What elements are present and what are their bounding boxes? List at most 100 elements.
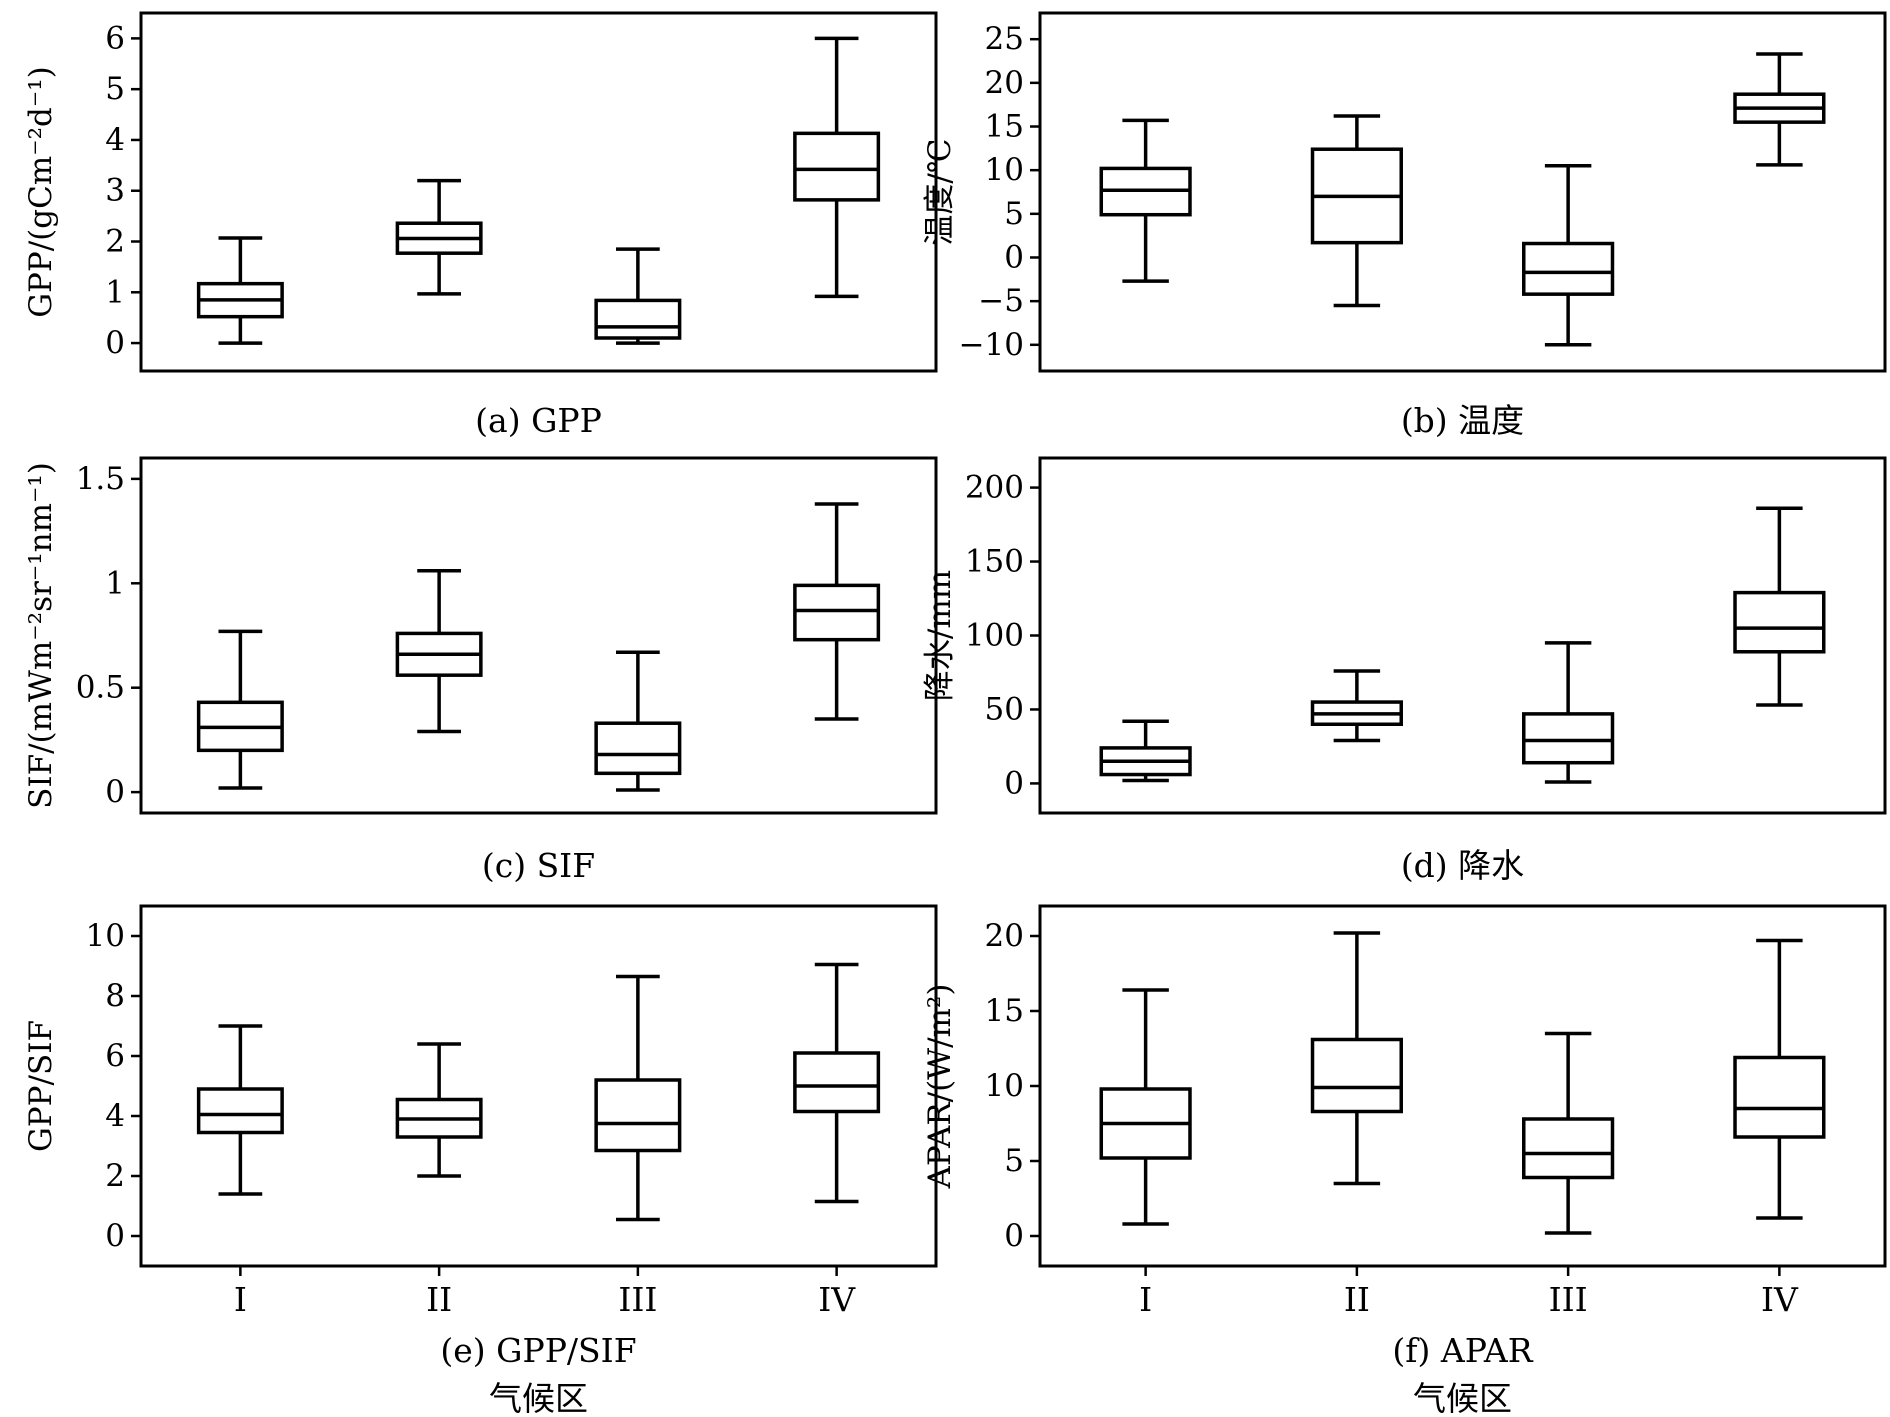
y-tick-label: 2 [105,224,125,260]
panel-caption: (f) APAR [1392,1331,1533,1370]
y-tick-label: 1 [105,565,125,601]
panel-caption: (c) SIF [482,846,595,885]
plot-frame [139,11,938,373]
y-tick-label: 3 [105,173,125,209]
box-I [1099,719,1192,783]
iqr-box [1522,241,1615,296]
panel-caption: (a) GPP [475,401,602,440]
x-tick-label: III [618,1280,657,1319]
y-tick-label: 6 [105,20,125,56]
y-tick-label: 0 [105,774,125,810]
y-tick-label: 10 [985,1068,1024,1104]
y-axis-label: GPP/SIF [23,1020,59,1152]
iqr-box [793,1051,881,1114]
box-II [1310,931,1403,1186]
panel-2: −10 −5 0 5 10 15 20 25 温度/℃ (b) 温度 [922,11,1887,440]
box-III [1522,1031,1615,1235]
box-I [196,236,284,345]
box-III [594,247,682,345]
y-tick-label: 25 [985,21,1024,57]
y-axis-label: 降水/mm [922,570,958,701]
iqr-box [1733,1055,1826,1139]
y-axis-label: APAR/(W/m²) [922,984,958,1190]
plot-frame [139,456,938,815]
panel-caption: (d) 降水 [1401,846,1524,885]
box-I [196,629,284,790]
y-tick-label: 50 [985,691,1024,727]
box-IV [793,962,881,1204]
y-tick-label: 5 [1004,196,1024,232]
y-tick-label: 15 [985,993,1024,1029]
y-tick-label: 0 [105,325,125,361]
y-tick-label: 5 [105,71,125,107]
panel-4: 0 50 100 150 200 降水/mm (d) 降水 [922,456,1887,885]
y-tick-label: 0 [1004,1218,1024,1254]
box-IV [1733,938,1826,1220]
x-tick-label: I [1139,1280,1152,1319]
iqr-box [1733,590,1826,654]
panel-caption: (e) GPP/SIF [440,1331,636,1370]
iqr-box [196,1087,284,1135]
box-IV [793,502,881,721]
y-axis-label: 温度/℃ [922,138,958,245]
box-IV [1733,506,1826,707]
box-I [1099,118,1192,283]
x-tick-label: II [426,1280,452,1319]
y-tick-label: 150 [965,544,1024,580]
iqr-box [793,583,881,642]
box-III [1522,164,1615,347]
box-II [395,178,483,296]
box-III [1522,641,1615,784]
x-tick-label: IV [818,1280,856,1319]
y-tick-label: 10 [86,918,125,954]
y-tick-label: 2 [105,1158,125,1194]
x-axis-label: 气候区 [489,1379,588,1417]
box-III [594,974,682,1222]
panel-1: 0 1 2 3 4 5 6 GPP/(gCm⁻²d⁻¹) (a) GPP [23,11,938,440]
y-tick-label: 0 [1004,239,1024,275]
iqr-box [1522,1117,1615,1180]
box-I [1099,988,1192,1226]
iqr-box [793,131,881,202]
iqr-box [1522,712,1615,765]
y-tick-label: 0 [1004,765,1024,801]
y-tick-label: −5 [978,283,1024,319]
box-II [395,569,483,734]
plot-frame [139,904,938,1268]
y-tick-label: 4 [105,122,125,158]
box-III [594,650,682,792]
panel-3: 0 0.5 1 1.5 SIF/(mWm⁻²sr⁻¹nm⁻¹) (c) SIF [23,456,938,885]
box-I [196,1024,284,1196]
iqr-box [594,1078,682,1153]
y-tick-label: −10 [959,327,1024,363]
x-tick-label: II [1344,1280,1370,1319]
y-tick-label: 20 [985,65,1024,101]
y-tick-label: 100 [965,618,1024,654]
y-tick-label: 8 [105,978,125,1014]
box-IV [793,36,881,299]
box-II [1310,114,1403,308]
iqr-box [594,721,682,776]
y-tick-label: 10 [985,152,1024,188]
y-tick-label: 5 [1004,1143,1024,1179]
iqr-box [594,298,682,340]
y-tick-label: 1 [105,274,125,310]
x-axis-label: 气候区 [1413,1379,1512,1417]
x-tick-label: III [1549,1280,1588,1319]
y-axis-label: SIF/(mWm⁻²sr⁻¹nm⁻¹) [23,462,59,809]
box-II [395,1042,483,1178]
box-IV [1733,52,1826,167]
y-tick-label: 20 [985,918,1024,954]
x-tick-label: I [234,1280,247,1319]
y-tick-label: 6 [105,1038,125,1074]
y-tick-label: 1.5 [76,461,125,497]
y-tick-label: 200 [965,470,1024,506]
y-axis-label: GPP/(gCm⁻²d⁻¹) [23,66,59,318]
y-tick-label: 15 [985,109,1024,145]
y-tick-label: 0 [105,1218,125,1254]
y-tick-label: 0.5 [76,670,125,706]
plot-frame [1038,11,1887,373]
y-tick-label: 4 [105,1098,125,1134]
